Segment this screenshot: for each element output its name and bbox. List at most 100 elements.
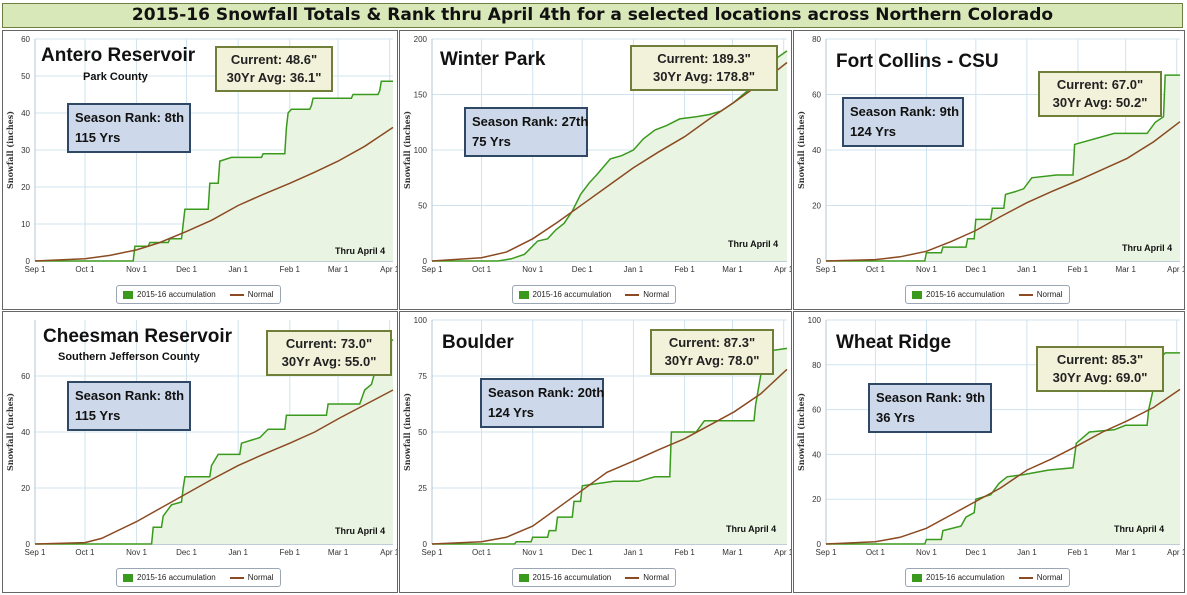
- normal-series-line: [34, 389, 394, 545]
- legend-swatch-season: [518, 290, 529, 299]
- x-tick-label: Oct 1: [472, 265, 492, 274]
- x-tick-label: Feb 1: [674, 265, 695, 274]
- average-label: 30Yr Avg: 36.1": [226, 70, 322, 85]
- x-tick-label: Mar 1: [328, 548, 349, 557]
- y-tick-label: 0: [26, 540, 31, 549]
- x-tick-label: Apr 1: [774, 548, 792, 557]
- x-tick-label: Oct 1: [75, 265, 95, 274]
- y-tick-label: 60: [812, 406, 821, 415]
- season-rank-label: Season Rank: 8th: [75, 388, 185, 403]
- legend-swatch-season: [518, 573, 529, 582]
- season-rank-label: Season Rank: 27th: [472, 114, 589, 129]
- location-name: Winter Park: [440, 49, 546, 70]
- y-tick-label: 0: [423, 540, 428, 549]
- location-name: Wheat Ridge: [836, 332, 952, 353]
- x-tick-label: Dec 1: [572, 265, 593, 274]
- chart-svg: 0 25 50 75 100 Sep 1 Oct 1 Nov 1 Dec 1 Jan 1 Feb 1…: [402, 316, 792, 557]
- legend-label-season: 2015-16 accumulation: [532, 573, 612, 582]
- x-tick-label: Oct 1: [75, 548, 95, 557]
- x-tick-label: Apr 1: [380, 548, 398, 557]
- chart-legend: 2015-16 accumulation Normal: [116, 285, 281, 304]
- x-tick-label: Oct 1: [472, 548, 492, 557]
- y-tick-label: 40: [812, 450, 821, 459]
- normal-series-line: [34, 126, 394, 262]
- y-tick-label: 75: [418, 372, 427, 381]
- normal-series-line: [825, 388, 1181, 545]
- thru-date-label: Thru April 4: [1114, 524, 1165, 534]
- x-tick-label: Nov 1: [522, 265, 543, 274]
- legend-label-normal: Normal: [643, 290, 669, 299]
- y-tick-label: 100: [414, 146, 428, 155]
- legend-label-normal: Normal: [1036, 290, 1063, 299]
- season-area: [826, 75, 1180, 261]
- y-tick-label: 0: [423, 257, 428, 266]
- current-total-box: Current: 67.0" 30Yr Avg: 50.2": [1038, 71, 1162, 117]
- x-tick-label: Feb 1: [280, 265, 301, 274]
- years-label: 36 Yrs: [876, 410, 915, 425]
- season-series-line: [35, 80, 393, 262]
- legend-swatch-normal: [229, 576, 244, 579]
- x-tick-label: Apr 1: [774, 265, 792, 274]
- y-tick-label: 0: [817, 257, 822, 266]
- y-tick-label: 40: [812, 146, 821, 155]
- x-tick-label: Jan 1: [1017, 265, 1037, 274]
- season-rank-label: Season Rank: 9th: [876, 390, 986, 405]
- y-tick-label: 10: [21, 220, 30, 229]
- x-tick-label: Dec 1: [965, 265, 986, 274]
- chart-legend: 2015-16 accumulation Normal: [116, 568, 281, 587]
- y-tick-label: 30: [21, 146, 30, 155]
- legend-label-season: 2015-16 accumulation: [137, 290, 216, 299]
- chart-panel: 0 20 40 60 80 Sep 1 Oct 1 Nov 1 Dec 1 Jan 1 Feb 1 M…: [793, 30, 1185, 310]
- years-label: 115 Yrs: [75, 408, 121, 423]
- season-area: [35, 81, 393, 261]
- legend-swatch-season: [912, 290, 922, 299]
- x-tick-label: Dec 1: [965, 548, 986, 557]
- years-label: 75 Yrs: [472, 134, 511, 149]
- y-tick-label: 50: [418, 428, 427, 437]
- current-total-box: Current: 48.6" 30Yr Avg: 36.1": [215, 46, 333, 92]
- legend-swatch-normal: [625, 576, 640, 579]
- y-tick-label: 25: [418, 484, 427, 493]
- x-tick-label: Nov 1: [522, 548, 543, 557]
- season-rank-box: Season Rank: 9th 124 Yrs: [842, 97, 964, 147]
- season-series-line: [35, 338, 394, 545]
- legend-swatch-season: [912, 573, 922, 582]
- y-tick-label: 80: [812, 361, 821, 370]
- normal-series-line: [431, 368, 788, 545]
- thru-date-label: Thru April 4: [335, 246, 386, 256]
- chart-legend: 2015-16 accumulation Normal: [511, 568, 676, 587]
- season-area: [432, 50, 787, 262]
- x-tick-label: Feb 1: [1068, 265, 1089, 274]
- x-tick-label: Mar 1: [722, 548, 743, 557]
- chart-panel: 0 25 50 75 100 Sep 1 Oct 1 Nov 1 Dec 1 Jan 1 Feb 1…: [399, 311, 792, 593]
- average-label: 30Yr Avg: 78.0": [664, 353, 760, 368]
- y-axis-label: Snowfall (inches): [5, 111, 15, 189]
- x-tick-label: Dec 1: [176, 548, 197, 557]
- location-subtitle: Southern Jefferson County: [58, 351, 200, 363]
- legend-swatch-normal: [229, 293, 244, 296]
- location-name: Fort Collins - CSU: [836, 51, 999, 72]
- x-tick-label: Apr 1: [1167, 265, 1185, 274]
- legend-label-season: 2015-16 accumulation: [532, 290, 612, 299]
- normal-series-line: [825, 121, 1181, 262]
- current-label: Current: 189.3": [657, 51, 751, 66]
- thru-date-label: Thru April 4: [1122, 243, 1173, 253]
- average-label: 30Yr Avg: 55.0": [281, 354, 377, 369]
- y-tick-label: 20: [812, 495, 821, 504]
- chart-panel: 0 20 40 60 Sep 1 Oct 1 Nov 1 Dec 1 Jan 1 Feb 1 Mar…: [2, 311, 398, 593]
- season-rank-box: Season Rank: 8th 115 Yrs: [67, 103, 191, 153]
- legend-label-normal: Normal: [247, 290, 274, 299]
- page-title: 2015-16 Snowfall Totals & Rank thru Apri…: [2, 3, 1183, 28]
- y-axis-label: Snowfall (inches): [5, 393, 15, 471]
- season-area: [35, 339, 393, 544]
- chart-panel: 0 10 20 30 40 50 60 Sep 1 Oct 1 Nov 1 Dec 1 Jan 1 Fe…: [2, 30, 398, 310]
- current-label: Current: 67.0": [1056, 77, 1144, 92]
- location-subtitle: Park County: [83, 71, 148, 83]
- x-tick-label: Nov 1: [126, 265, 147, 274]
- thru-date-label: Thru April 4: [726, 524, 777, 534]
- y-tick-label: 60: [21, 35, 30, 44]
- average-label: 30Yr Avg: 69.0": [1052, 370, 1148, 385]
- y-tick-label: 60: [21, 372, 30, 381]
- x-tick-label: Mar 1: [328, 265, 349, 274]
- x-tick-label: Jan 1: [1017, 548, 1037, 557]
